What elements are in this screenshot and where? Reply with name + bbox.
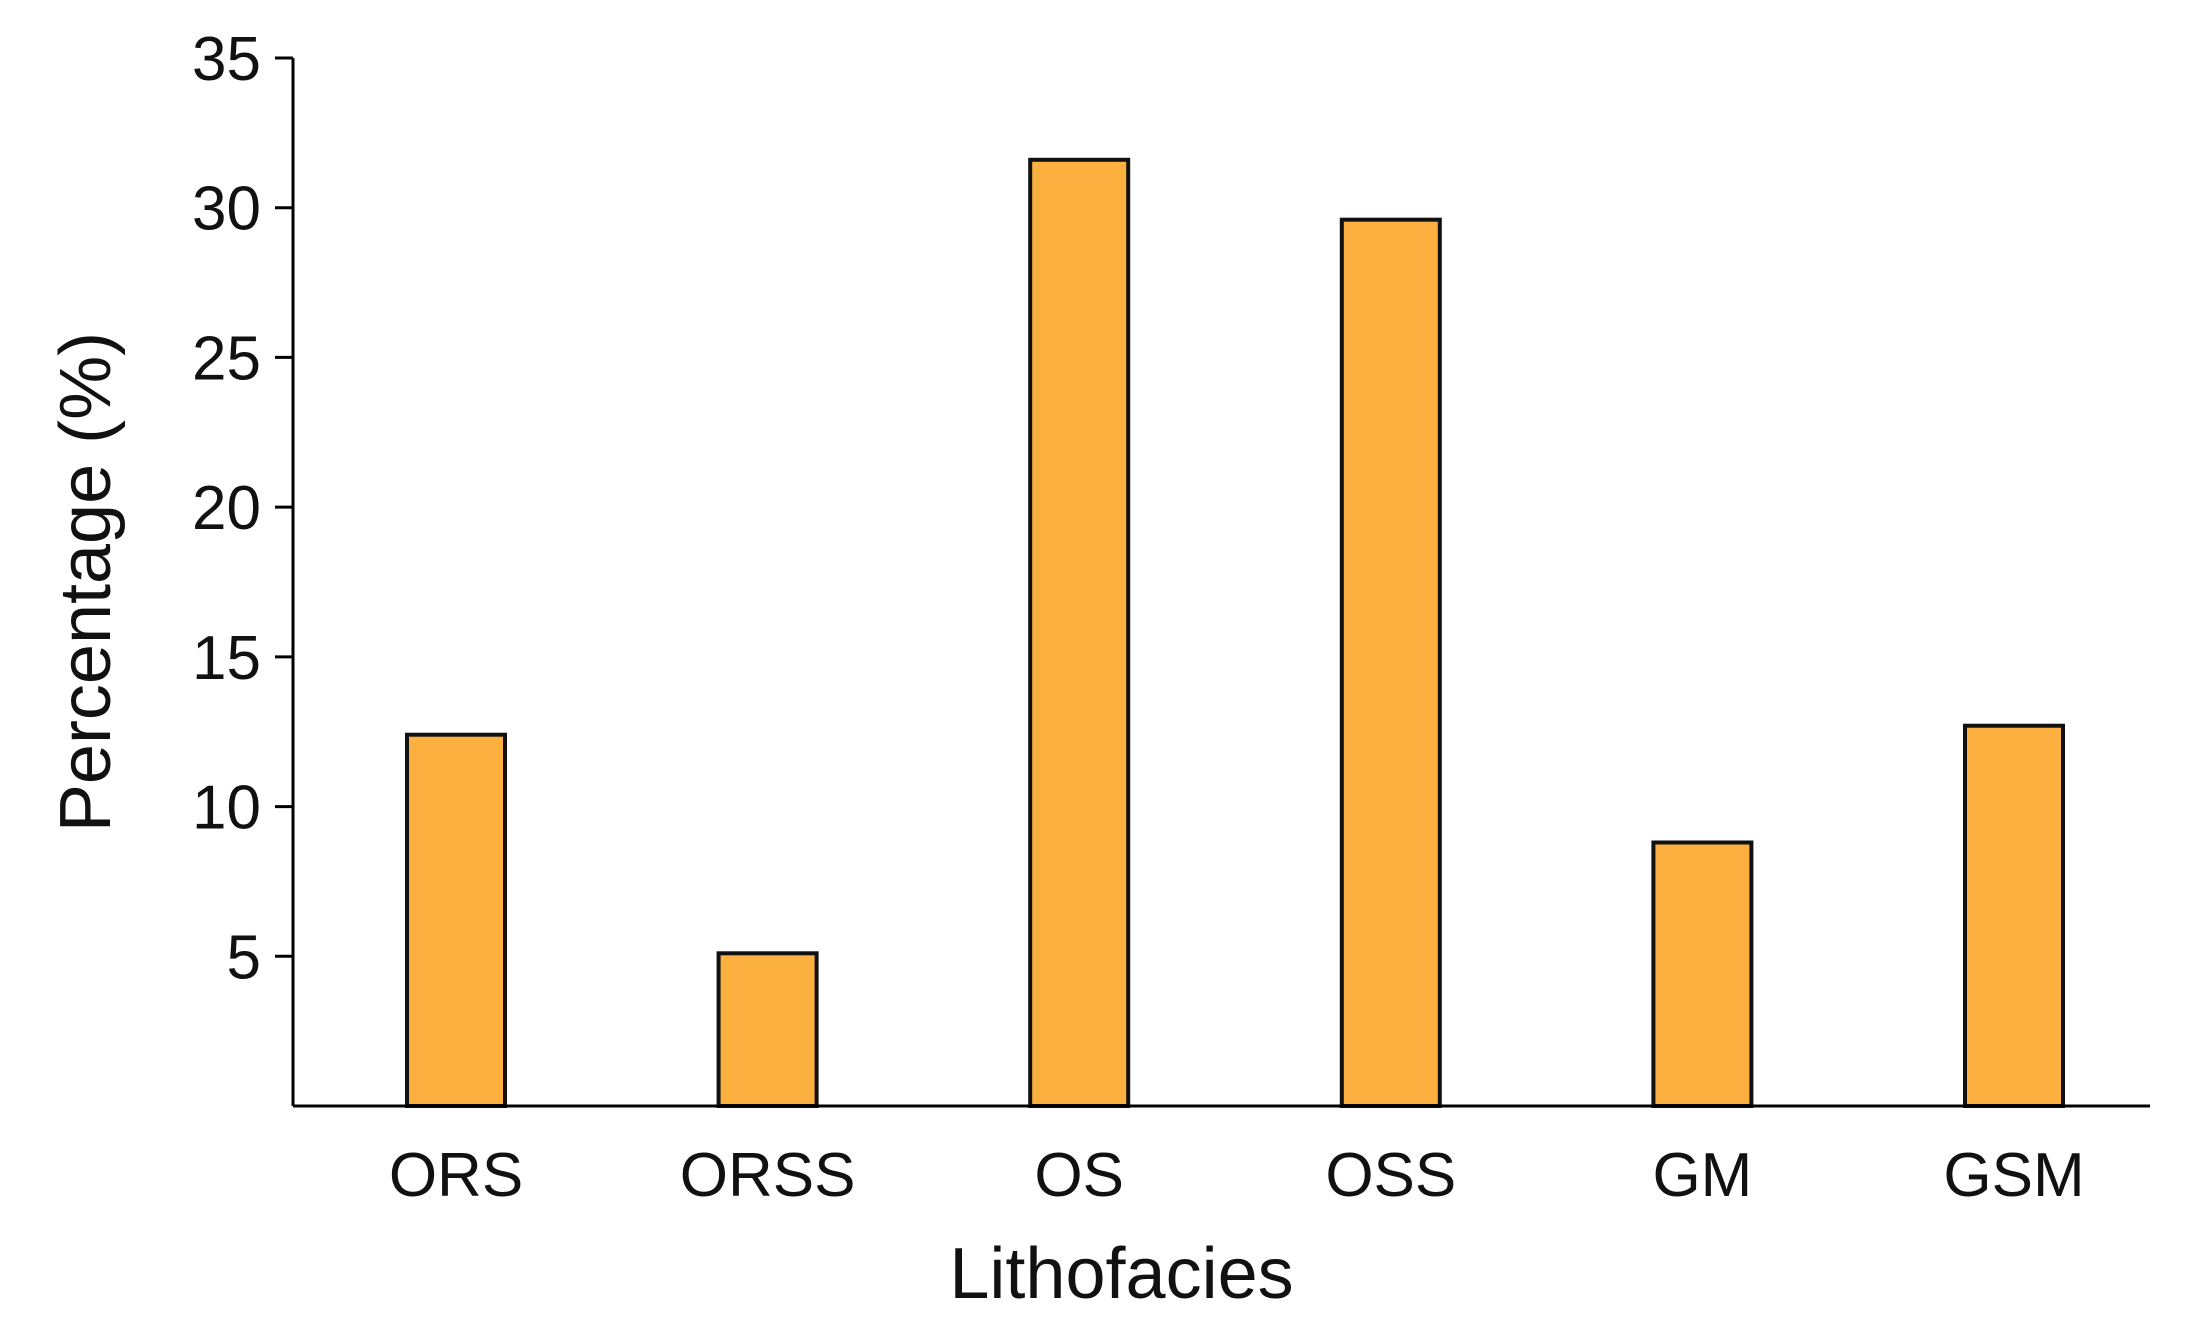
y-tick-label: 30 [192, 175, 261, 244]
y-tick-label: 5 [227, 923, 261, 992]
bar-gm [1651, 840, 1754, 1108]
y-tick-label: 15 [192, 624, 261, 693]
y-tick-label: 25 [192, 324, 261, 393]
y-tick-label: 35 [192, 25, 261, 94]
bar-gsm [1963, 723, 2065, 1108]
bar-os [1028, 157, 1131, 1108]
x-category-label: GM [1652, 1141, 1752, 1210]
y-tick-label: 10 [192, 774, 261, 843]
x-category-labels: ORS ORSS OS OSS GM GSM [389, 1141, 2085, 1210]
x-category-label: OSS [1325, 1141, 1456, 1210]
bars-layer [405, 157, 2065, 1109]
x-category-label: GSM [1943, 1141, 2084, 1210]
x-axis-title: Lithofacies [949, 1234, 1293, 1314]
bar-orss [716, 951, 819, 1109]
bar-ors [405, 732, 507, 1108]
x-category-label: ORSS [680, 1141, 856, 1210]
axes-layer [291, 58, 2150, 1108]
y-tick-label: 20 [192, 474, 261, 543]
x-category-label: OS [1034, 1141, 1124, 1210]
y-axis-title: Percentage (%) [46, 332, 126, 832]
bar-oss [1339, 217, 1442, 1109]
x-category-label: ORS [389, 1141, 523, 1210]
y-ticks: 5 10 15 20 25 30 35 [192, 25, 293, 992]
